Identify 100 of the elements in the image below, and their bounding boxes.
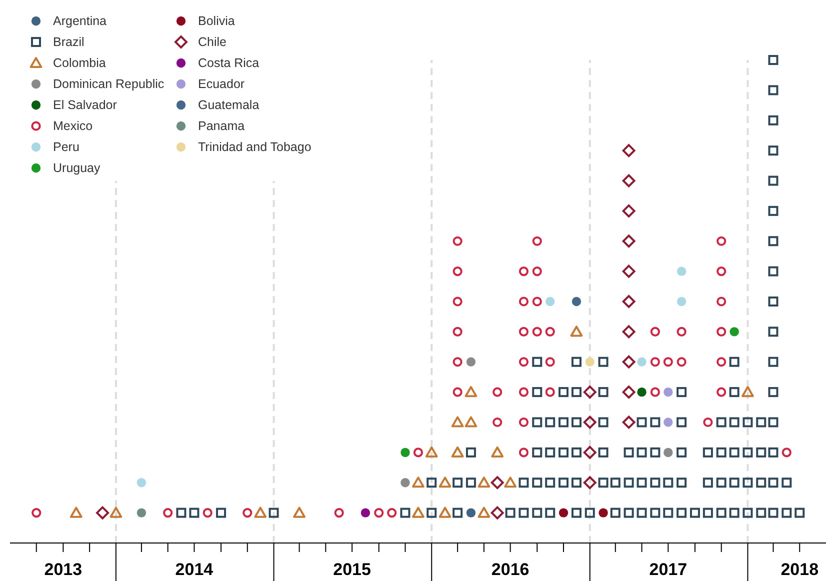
legend-label: Argentina xyxy=(53,14,107,28)
point xyxy=(570,326,583,337)
point xyxy=(478,506,490,518)
point xyxy=(96,506,110,520)
point xyxy=(163,508,173,518)
point xyxy=(622,386,636,399)
point xyxy=(676,326,686,336)
legend-label: Trinidad and Tobago xyxy=(198,140,312,154)
point xyxy=(452,357,462,367)
legend-label: Costa Rica xyxy=(198,56,260,70)
point xyxy=(360,508,370,518)
point xyxy=(716,296,726,306)
point xyxy=(663,357,673,367)
point xyxy=(452,387,462,397)
point xyxy=(452,266,462,276)
point xyxy=(676,296,686,306)
point xyxy=(716,357,726,367)
point xyxy=(637,357,646,366)
legend-label: Guatemala xyxy=(198,98,260,112)
point xyxy=(518,326,529,336)
point xyxy=(782,448,792,458)
point xyxy=(583,476,596,490)
point xyxy=(532,296,542,306)
point xyxy=(490,476,504,490)
point xyxy=(622,295,636,308)
point xyxy=(70,506,82,518)
point xyxy=(452,296,462,306)
point xyxy=(387,508,397,518)
point xyxy=(545,326,555,336)
point xyxy=(532,266,542,276)
point xyxy=(622,355,636,368)
point xyxy=(532,326,542,336)
point xyxy=(622,204,636,218)
point xyxy=(492,387,502,397)
point xyxy=(504,476,517,488)
point xyxy=(664,387,673,397)
x-tick-label: 2015 xyxy=(333,560,371,579)
point xyxy=(703,417,713,428)
point xyxy=(412,506,424,518)
point xyxy=(466,508,476,518)
legend-label: Colombia xyxy=(53,56,106,70)
x-tick-label: 2018 xyxy=(780,560,819,579)
legend-label: Dominican Republic xyxy=(53,77,164,91)
point xyxy=(637,387,646,397)
point xyxy=(650,357,660,367)
point xyxy=(664,448,673,458)
point xyxy=(622,234,636,248)
point xyxy=(622,264,636,278)
point xyxy=(438,476,452,488)
point xyxy=(451,446,464,458)
point xyxy=(254,506,267,518)
point xyxy=(716,236,726,246)
point xyxy=(650,326,660,336)
point xyxy=(716,387,726,397)
point xyxy=(464,416,478,428)
legend-label: Uruguay xyxy=(53,161,100,175)
legend-label: Peru xyxy=(53,140,80,154)
point xyxy=(518,357,529,367)
point xyxy=(532,236,542,246)
point xyxy=(518,417,529,428)
point xyxy=(583,416,596,429)
point xyxy=(730,327,739,336)
x-tick-label: 2016 xyxy=(491,560,530,579)
point xyxy=(583,386,596,399)
point xyxy=(110,506,122,518)
point xyxy=(136,478,146,488)
point xyxy=(491,446,504,458)
point xyxy=(622,416,636,429)
point xyxy=(466,357,476,366)
point xyxy=(518,296,529,306)
point xyxy=(136,508,146,518)
point xyxy=(598,508,608,518)
point xyxy=(438,506,452,518)
point xyxy=(518,448,529,458)
point xyxy=(293,506,306,518)
point xyxy=(451,416,464,428)
x-tick-label: 2014 xyxy=(175,560,214,579)
point xyxy=(583,446,596,459)
legend-label: Ecuador xyxy=(198,77,245,91)
point xyxy=(518,266,529,276)
point xyxy=(585,357,594,366)
point xyxy=(558,508,568,518)
x-tick-label: 2013 xyxy=(44,560,82,579)
point xyxy=(478,476,490,488)
point xyxy=(452,326,462,336)
point xyxy=(545,387,555,397)
point xyxy=(676,266,686,276)
x-tick-label: 2017 xyxy=(649,560,688,579)
legend-label: El Salvador xyxy=(53,98,117,112)
point xyxy=(676,357,686,367)
point xyxy=(622,144,636,158)
legend-label: Bolivia xyxy=(198,14,235,28)
legend-label: Mexico xyxy=(53,119,93,133)
point xyxy=(202,508,212,518)
point xyxy=(374,508,384,518)
point xyxy=(622,174,636,188)
point xyxy=(452,236,462,246)
legend-label: Chile xyxy=(198,35,226,49)
point xyxy=(464,386,478,398)
legend-label: Brazil xyxy=(53,35,84,49)
